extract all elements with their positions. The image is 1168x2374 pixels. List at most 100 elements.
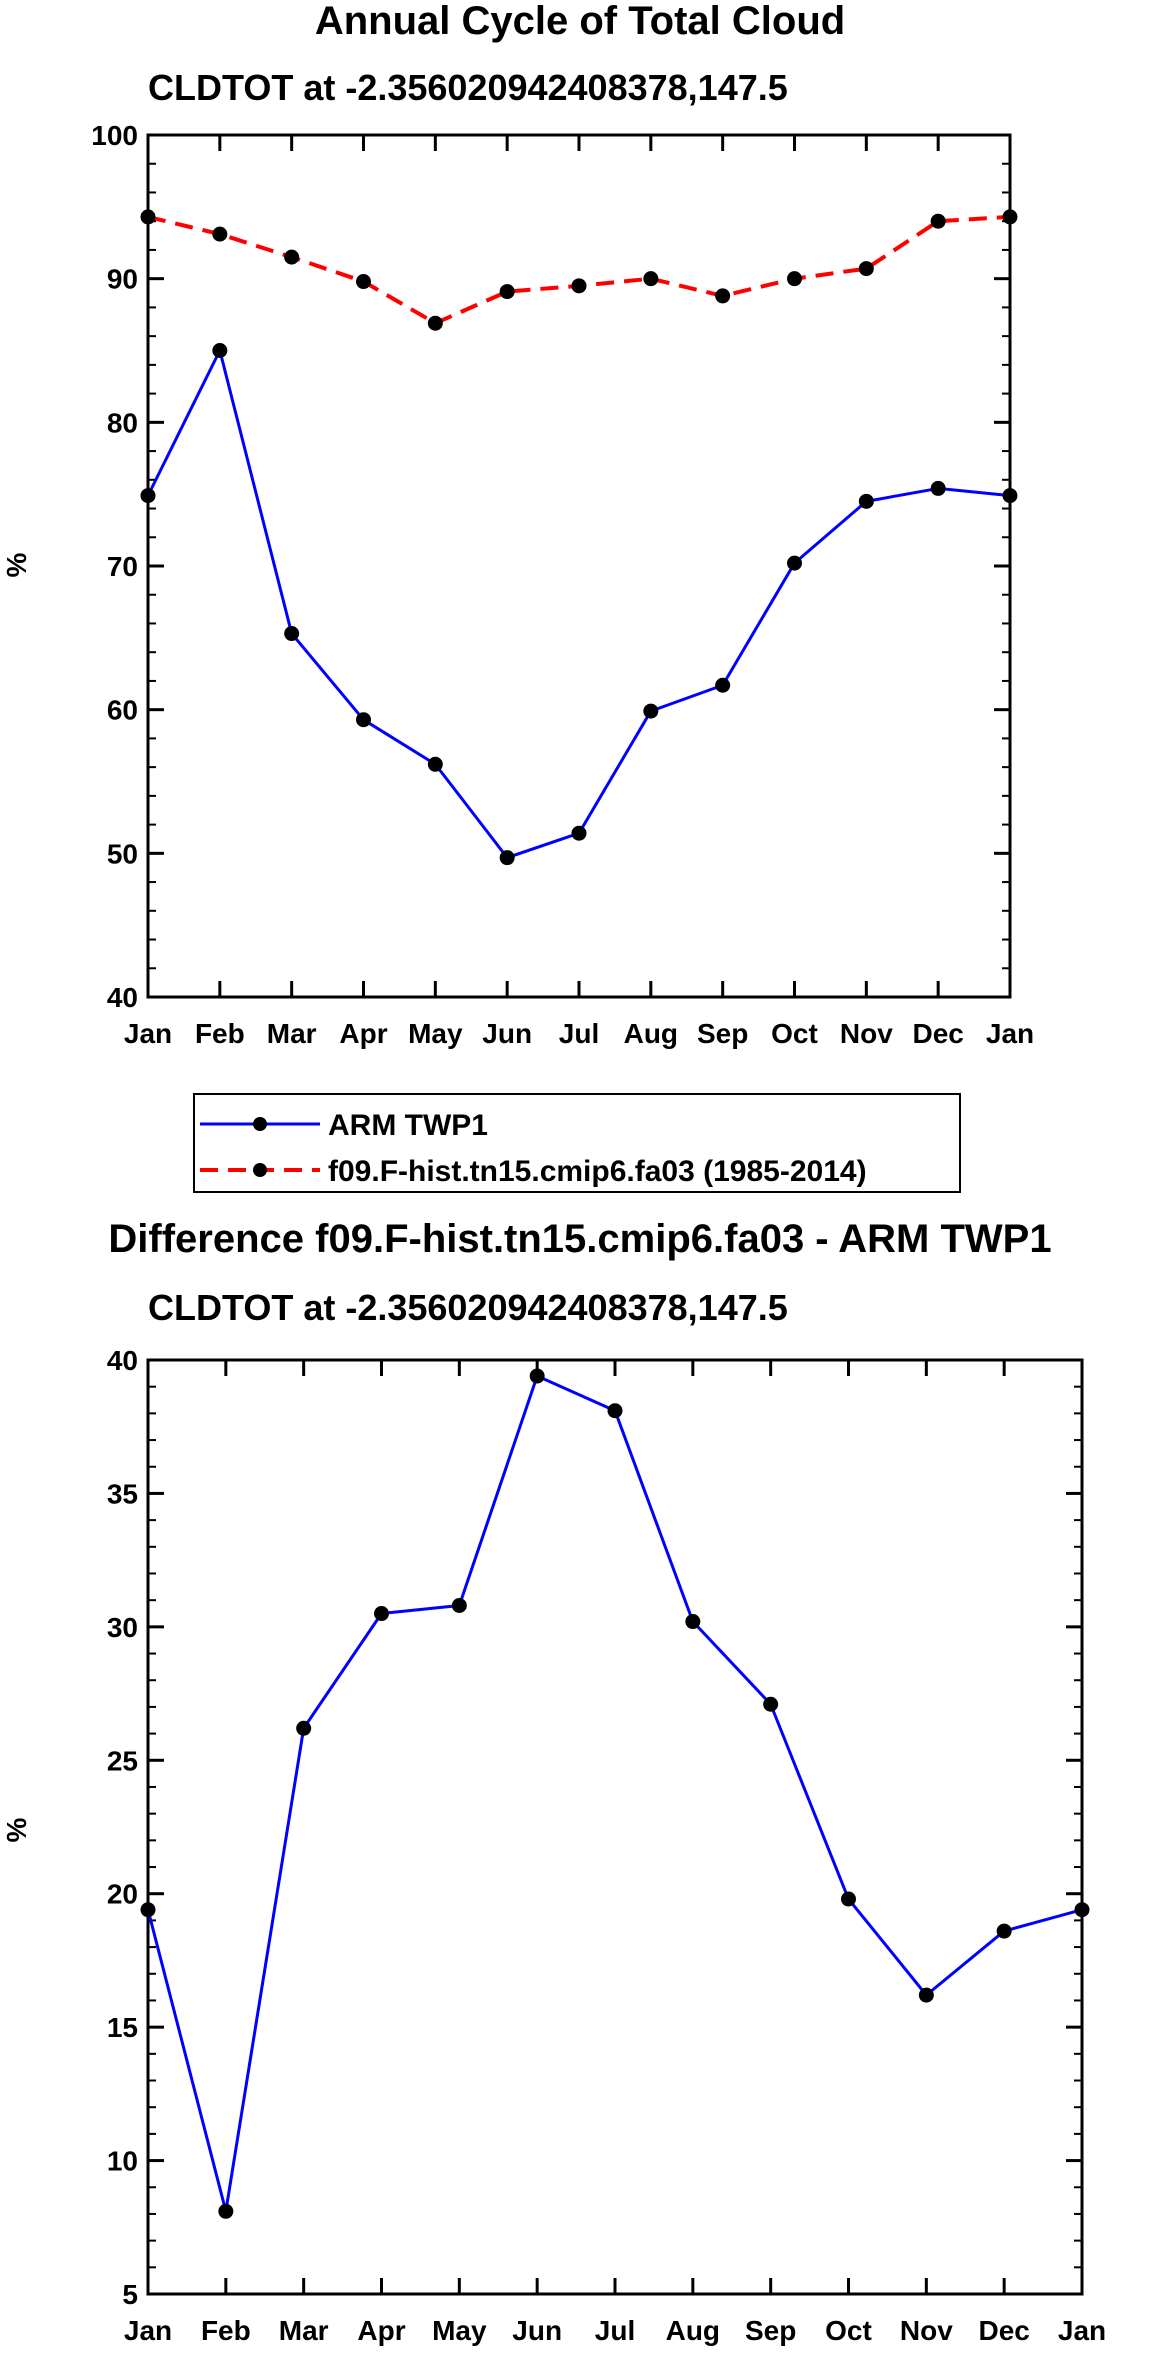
data-point-arm-twp1-feb-1 bbox=[212, 343, 228, 358]
y-tick-label-60: 60 bbox=[107, 695, 138, 726]
legend-label-arm-twp1: ARM TWP1 bbox=[328, 1109, 488, 1142]
chart-2-y-axis-label: % bbox=[1, 1817, 32, 1842]
y-tick-label-40: 40 bbox=[107, 1345, 138, 1376]
data-point-difference-dec-11 bbox=[996, 1923, 1012, 1939]
x-tick-label-aug-7: Aug bbox=[624, 1018, 678, 1049]
x-tick-label-mar-2: Mar bbox=[267, 1018, 317, 1049]
x-tick-label-apr-3: Apr bbox=[339, 1018, 387, 1049]
data-point-arm-twp1-may-4 bbox=[427, 756, 443, 772]
legend-label-model: f09.F-hist.tn15.cmip6.fa03 (1985-2014) bbox=[328, 1155, 867, 1188]
data-point-f09-f-hist-tn15-cmip6-fa03-1985-2014-apr-3 bbox=[356, 274, 371, 290]
y-tick-label-50: 50 bbox=[107, 838, 138, 869]
x-tick-label-oct-9: Oct bbox=[825, 2315, 872, 2346]
data-point-f09-f-hist-tn15-cmip6-fa03-1985-2014-jan-0 bbox=[140, 209, 156, 225]
data-point-f09-f-hist-tn15-cmip6-fa03-1985-2014-jun-5 bbox=[499, 284, 515, 300]
legend-entry-model: f09.F-hist.tn15.cmip6.fa03 (1985-2014) bbox=[200, 1155, 867, 1188]
x-tick-label-oct-9: Oct bbox=[771, 1018, 818, 1049]
y-tick-label-80: 80 bbox=[107, 407, 138, 438]
data-point-difference-nov-10 bbox=[918, 1987, 934, 2003]
chart-2-y-tick-labels: 5 10 15 20 25 30 35 40 bbox=[107, 1345, 138, 2310]
x-tick-label-may-4: May bbox=[432, 2315, 487, 2346]
x-tick-label-mar-2: Mar bbox=[279, 2315, 329, 2346]
chart-1-legend: ARM TWP1 f09.F-hist.tn15.cmip6.fa03 (198… bbox=[193, 1093, 961, 1193]
y-tick-label-70: 70 bbox=[107, 551, 138, 582]
x-tick-label-jan-0: Jan bbox=[124, 1018, 172, 1049]
x-tick-label-dec-11: Dec bbox=[978, 2315, 1029, 2346]
x-tick-label-nov-10: Nov bbox=[900, 2315, 953, 2346]
data-point-arm-twp1-aug-7 bbox=[643, 703, 659, 719]
x-tick-label-sep-8: Sep bbox=[697, 1018, 748, 1049]
series-line-arm-twp1 bbox=[146, 349, 1011, 860]
data-point-arm-twp1-apr-3 bbox=[356, 712, 371, 728]
x-tick-label-jun-5: Jun bbox=[512, 2315, 562, 2346]
y-tick-label-30: 30 bbox=[107, 1612, 138, 1643]
x-tick-label-sep-8: Sep bbox=[745, 2315, 796, 2346]
series-line-difference bbox=[146, 1374, 1083, 2213]
chart-1-title: Annual Cycle of Total Cloud bbox=[315, 0, 845, 43]
x-tick-label-feb-1: Feb bbox=[195, 1018, 245, 1049]
x-tick-label-aug-7: Aug bbox=[666, 2315, 720, 2346]
data-point-f09-f-hist-tn15-cmip6-fa03-1985-2014-mar-2 bbox=[284, 249, 300, 265]
chart-2-title: Difference f09.F-hist.tn15.cmip6.fa03 - … bbox=[108, 1217, 1051, 1261]
data-point-f09-f-hist-tn15-cmip6-fa03-1985-2014-jan-12 bbox=[1002, 209, 1018, 225]
chart-1-y-tick-labels: 40 50 60 70 80 90 100 bbox=[91, 120, 138, 1013]
data-point-arm-twp1-jan-0 bbox=[140, 488, 156, 504]
x-tick-label-apr-3: Apr bbox=[357, 2315, 405, 2346]
x-tick-label-jan-12: Jan bbox=[986, 1018, 1034, 1049]
x-tick-label-jun-5: Jun bbox=[482, 1018, 532, 1049]
data-point-difference-apr-3 bbox=[374, 1606, 389, 1622]
data-point-arm-twp1-jun-5 bbox=[499, 850, 515, 866]
chart-1: Annual Cycle of Total Cloud CLDTOT at -2… bbox=[1, 0, 1034, 1193]
data-point-f09-f-hist-tn15-cmip6-fa03-1985-2014-sep-8 bbox=[715, 288, 731, 304]
data-point-f09-f-hist-tn15-cmip6-fa03-1985-2014-oct-9 bbox=[787, 271, 802, 287]
data-point-difference-jan-12 bbox=[1074, 1902, 1090, 1918]
data-point-arm-twp1-mar-2 bbox=[284, 626, 300, 642]
data-point-difference-aug-7 bbox=[685, 1614, 701, 1630]
y-tick-label-10: 10 bbox=[107, 2146, 138, 2177]
y-tick-label-35: 35 bbox=[107, 1478, 138, 1509]
chart-2-series bbox=[140, 1368, 1090, 2219]
data-point-difference-mar-2 bbox=[296, 1720, 312, 1736]
legend-marker-model bbox=[253, 1163, 267, 1177]
x-tick-label-jul-6: Jul bbox=[559, 1018, 599, 1049]
data-point-f09-f-hist-tn15-cmip6-fa03-1985-2014-feb-1 bbox=[212, 226, 228, 242]
chart-1-tick-marks bbox=[146, 133, 1012, 999]
data-point-f09-f-hist-tn15-cmip6-fa03-1985-2014-jul-6 bbox=[571, 278, 587, 294]
chart-1-y-axis-label: % bbox=[1, 552, 32, 577]
x-tick-label-feb-1: Feb bbox=[201, 2315, 251, 2346]
legend-entry-arm-twp1: ARM TWP1 bbox=[200, 1109, 488, 1142]
chart-2-plot-frame bbox=[146, 1358, 1084, 2296]
legend-marker-arm-twp1 bbox=[253, 1117, 267, 1131]
data-point-f09-f-hist-tn15-cmip6-fa03-1985-2014-may-4 bbox=[427, 315, 443, 331]
y-tick-label-25: 25 bbox=[107, 1745, 138, 1776]
y-tick-label-5: 5 bbox=[122, 2279, 138, 2310]
chart-1-subtitle: CLDTOT at -2.356020942408378,147.5 bbox=[148, 67, 788, 108]
data-point-arm-twp1-jan-12 bbox=[1002, 488, 1018, 504]
data-point-difference-jul-6 bbox=[607, 1403, 623, 1419]
data-point-f09-f-hist-tn15-cmip6-fa03-1985-2014-aug-7 bbox=[643, 271, 659, 287]
data-point-difference-jun-5 bbox=[529, 1368, 545, 1384]
chart-1-x-tick-labels: Jan Feb Mar Apr May Jun Jul Aug Sep Oct Nov Dec Jan bbox=[124, 1018, 1034, 1049]
y-tick-label-40: 40 bbox=[107, 982, 138, 1013]
legend-box bbox=[193, 1093, 961, 1193]
data-point-arm-twp1-sep-8 bbox=[715, 677, 731, 693]
chart-2: Difference f09.F-hist.tn15.cmip6.fa03 - … bbox=[1, 1217, 1106, 2346]
x-tick-label-jan-0: Jan bbox=[124, 2315, 172, 2346]
data-point-difference-may-4 bbox=[451, 1598, 467, 1614]
data-point-difference-oct-9 bbox=[841, 1891, 856, 1907]
data-point-difference-jan-0 bbox=[140, 1902, 156, 1918]
y-tick-label-100: 100 bbox=[91, 120, 138, 151]
data-point-arm-twp1-dec-11 bbox=[930, 480, 946, 496]
y-tick-label-90: 90 bbox=[107, 264, 138, 295]
chart-1-plot-frame bbox=[146, 133, 1012, 999]
data-point-arm-twp1-oct-9 bbox=[787, 555, 802, 571]
data-point-arm-twp1-nov-10 bbox=[858, 493, 874, 509]
chart-1-series bbox=[140, 209, 1018, 866]
x-tick-label-dec-11: Dec bbox=[912, 1018, 963, 1049]
data-point-difference-sep-8 bbox=[763, 1696, 779, 1712]
series-line-f09-f-hist-tn15-cmip6-fa03-1985-2014 bbox=[147, 214, 1011, 326]
data-point-difference-feb-1 bbox=[218, 2203, 234, 2219]
chart-2-subtitle: CLDTOT at -2.356020942408378,147.5 bbox=[148, 1287, 788, 1328]
data-point-f09-f-hist-tn15-cmip6-fa03-1985-2014-nov-10 bbox=[858, 261, 874, 277]
